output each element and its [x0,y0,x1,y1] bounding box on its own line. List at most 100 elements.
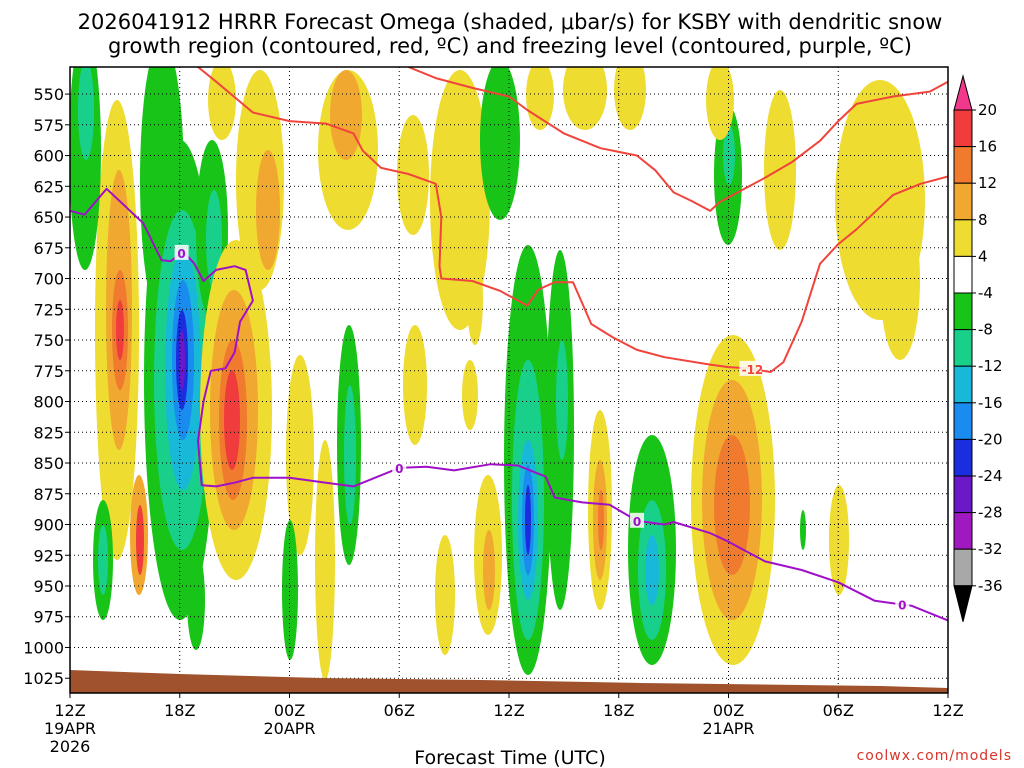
y-tick-label: 775 [33,362,64,381]
omega-blob [315,440,335,680]
x-tick-label: 12Z [932,701,963,720]
dendritic-isotherm-lower-line [408,67,948,212]
x-tick-label: 12Z [493,701,524,720]
contour-label: 0 [395,462,403,476]
omega-blob [116,300,124,360]
colorbar-label: 12 [978,174,997,192]
omega-blob [800,510,806,550]
colorbar-label: 16 [978,138,997,156]
omega-blob [208,67,236,140]
x-tick-sublabel: 19APR [44,719,96,738]
contour-label-bg [895,596,910,612]
dendritic-contour-label: -12 [742,363,764,377]
y-tick-label: 1025 [23,669,64,688]
y-tick-label: 825 [33,423,64,442]
omega-blob [224,370,240,470]
colorbar-segment [953,219,973,257]
y-tick-label: 800 [33,393,64,412]
colorbar-label: -12 [978,357,1003,375]
omega-blob [645,535,659,605]
y-tick-label: 700 [33,270,64,289]
omega-blob [344,385,356,525]
contour-label-bg [392,459,407,475]
colorbar-label: -8 [978,321,993,339]
colorbar-segment [953,329,973,367]
omega-blob [330,70,362,160]
x-tick-sublabel: 2026 [50,737,91,756]
y-tick-label: 975 [33,608,64,627]
omega-blob [526,67,554,130]
y-tick-label: 875 [33,485,64,504]
omega-blob [187,550,205,650]
x-tick-label: 18Z [164,701,195,720]
colorbar-segment [953,548,973,587]
contour-label-bg [739,360,762,376]
chart-title-line-1: 2026041912 HRRR Forecast Omega (shaded, … [78,10,943,34]
y-tick-label: 725 [33,300,64,319]
colorbar-label: -28 [978,504,1003,522]
y-tick-label: 625 [33,177,64,196]
omega-blob [462,360,478,430]
x-tick-label: 12Z [54,701,85,720]
colorbar-label: -36 [978,577,1003,595]
colorbar-segment [953,109,973,148]
colorbar-label: -32 [978,540,1003,558]
omega-blob [714,435,750,575]
omega-blob [136,505,144,575]
freezing-level-line [70,187,948,622]
omega-blob [483,530,495,610]
omega-blob [78,67,94,160]
omega-blob [403,325,427,445]
x-tick-label: 00Z [713,701,744,720]
omega-blob [98,525,108,595]
colorbar-segment [953,512,973,550]
omega-blob [435,535,455,655]
omega-blob [467,255,483,345]
y-tick-label: 750 [33,331,64,350]
y-tick-label: 950 [33,577,64,596]
y-tick-label: 925 [33,546,64,565]
y-tick-label: 550 [33,85,64,104]
contour-label: 0 [177,247,185,261]
contour-label-bg [174,244,189,260]
x-tick-label: 00Z [274,701,305,720]
dendritic-isotherm-upper-line [197,67,948,373]
y-tick-label: 1000 [23,638,64,657]
colorbar-label: -4 [978,284,993,302]
omega-blob [829,485,849,595]
colorbar-bottom-arrow [953,585,973,622]
y-tick-label: 675 [33,239,64,258]
colorbar-segment [953,146,973,184]
y-tick-label: 850 [33,454,64,473]
colorbar-label: -20 [978,430,1003,448]
contour-layer: -12 0 0 0 0 [70,67,948,622]
omega-blob [563,67,607,130]
y-tick-label: 575 [33,116,64,135]
omega-blob [598,490,604,550]
omega-blob [480,67,520,220]
x-tick-label: 18Z [603,701,634,720]
x-tick-label: 06Z [823,701,854,720]
colorbar-label: 20 [978,101,997,119]
contour-label: 0 [898,598,906,612]
credit-text: coolwx.com/models [857,748,1012,764]
omega-shading [70,67,925,680]
colorbar-label: -16 [978,394,1003,412]
omega-blob [179,330,185,390]
x-axis-label: Forecast Time (UTC) [414,747,605,768]
colorbar-segment [953,438,973,477]
colorbar-segment [953,475,973,514]
omega-blob [706,67,734,140]
y-axis: 550 575 600 625 650 675 700 725 750 775 800 825 850 8… [23,85,70,688]
colorbar-segment [953,182,973,221]
x-tick-sublabel: 20APR [263,719,315,738]
omega-blob [614,67,646,130]
contour-label-bg [630,512,645,528]
omega-blob [556,340,568,460]
colorbar-label: -24 [978,467,1003,485]
colorbar-top-arrow [953,74,973,111]
y-tick-label: 900 [33,516,64,535]
omega-blob [286,355,314,555]
